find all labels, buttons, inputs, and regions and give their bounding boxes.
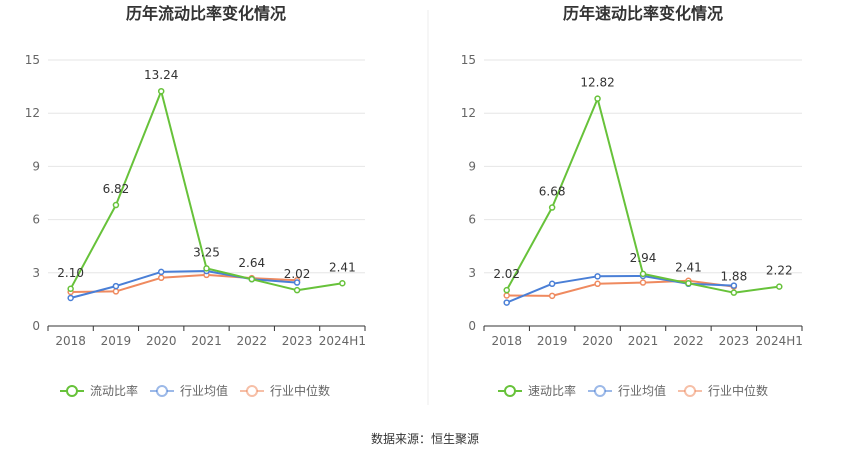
data-point-median [112,288,120,295]
data-point-median [503,292,510,299]
quick-ratio-chart: 历年速动比率变化情况 0 3 6 9 12 15 2018 2019 2020 2021 2022 20… [461,4,803,398]
data-point-main [339,280,346,287]
x-tick-label: 2019 [537,334,568,348]
data-point-main [203,265,210,272]
legend-label-avg: 行业均值 [618,383,666,398]
x-tick-label: 2022 [673,334,704,348]
legend-marker-avg [156,385,168,397]
data-label: 12.82 [580,76,614,90]
data-point-avg [67,294,74,302]
data-point-avg [293,279,301,286]
x-tick-label: 2018 [55,334,86,348]
y-tick-label: 9 [32,159,40,173]
data-point-median [548,292,556,300]
data-point-avg [112,282,120,290]
legend-marker-median [246,385,258,397]
chart-title: 历年速动比率变化情况 [563,4,723,23]
x-tick-label: 2020 [582,334,613,348]
data-point-main [248,275,256,283]
data-point-main [548,204,556,211]
y-tick-label: 6 [468,213,476,227]
x-tick-label: 2024H1 [319,334,366,348]
data-point-main [157,87,165,95]
data-label: 2.94 [630,251,657,265]
legend-marker-main [504,385,516,397]
data-point-avg [548,280,556,288]
y-tick-label: 3 [32,266,40,280]
series-line-avg [506,275,734,304]
legend-label-main: 速动比率 [528,383,576,398]
x-tick-label: 2019 [101,334,132,348]
data-point-main [293,286,301,294]
legend-label-median: 行业中位数 [270,383,330,398]
y-tick-label: 3 [468,266,476,280]
data-label: 6.68 [539,185,566,199]
y-tick-label: 12 [461,106,476,120]
data-point-main [730,289,738,296]
x-tick-label: 2020 [146,334,177,348]
x-tick-label: 2022 [237,334,268,348]
series-line-median [506,279,735,297]
x-tick-label: 2018 [491,334,522,348]
data-point-avg [157,268,165,276]
data-label: 1.88 [720,270,747,284]
y-tick-label: 0 [468,319,476,333]
data-point-main [685,280,692,287]
data-label: 2.41 [329,260,356,274]
y-tick-label: 15 [461,53,476,67]
data-point-main [112,201,120,209]
legend-marker-median [684,385,696,397]
x-tick-label: 2024H1 [756,334,803,348]
legend-label-main: 流动比率 [90,383,138,398]
y-tick-label: 9 [468,159,476,173]
data-point-main [67,285,74,293]
data-label: 13.24 [144,68,178,82]
legend-marker-main [66,385,78,397]
legend-label-avg: 行业均值 [180,383,228,398]
data-source: 数据来源：恒生聚源 [371,431,479,446]
data-point-main [594,95,601,102]
series-line-median [70,273,298,293]
data-point-main [639,270,647,278]
y-tick-label: 6 [32,213,40,227]
y-tick-label: 12 [25,106,40,120]
x-tick-label: 2023 [282,334,313,348]
data-point-avg [503,299,510,306]
current-ratio-chart: 历年流动比率变化情况 0 3 6 9 12 15 2018 2019 2020 2021 2022 20… [25,4,366,398]
data-point-median [639,279,647,286]
legend-marker-avg [594,385,606,397]
data-label: 2.02 [493,267,520,281]
data-point-median [157,274,165,282]
legend-label-median: 行业中位数 [708,383,768,398]
x-tick-label: 2021 [628,334,659,348]
y-tick-label: 0 [32,319,40,333]
data-point-avg [594,273,601,280]
data-point-avg [730,282,738,289]
data-point-median [594,280,601,288]
x-tick-label: 2023 [719,334,750,348]
data-label: 2.22 [766,264,793,278]
y-tick-label: 15 [25,53,40,67]
x-tick-label: 2021 [191,334,222,348]
chart-title: 历年流动比率变化情况 [126,4,286,23]
data-label: 2.41 [675,260,702,274]
data-label: 3.25 [193,245,220,259]
data-point-main [776,283,783,290]
data-label: 2.02 [284,267,311,281]
data-point-main [503,286,510,294]
series-line-avg [70,270,298,299]
data-label: 6.82 [103,182,130,196]
data-label: 2.10 [57,266,84,280]
data-label: 2.64 [238,256,265,270]
